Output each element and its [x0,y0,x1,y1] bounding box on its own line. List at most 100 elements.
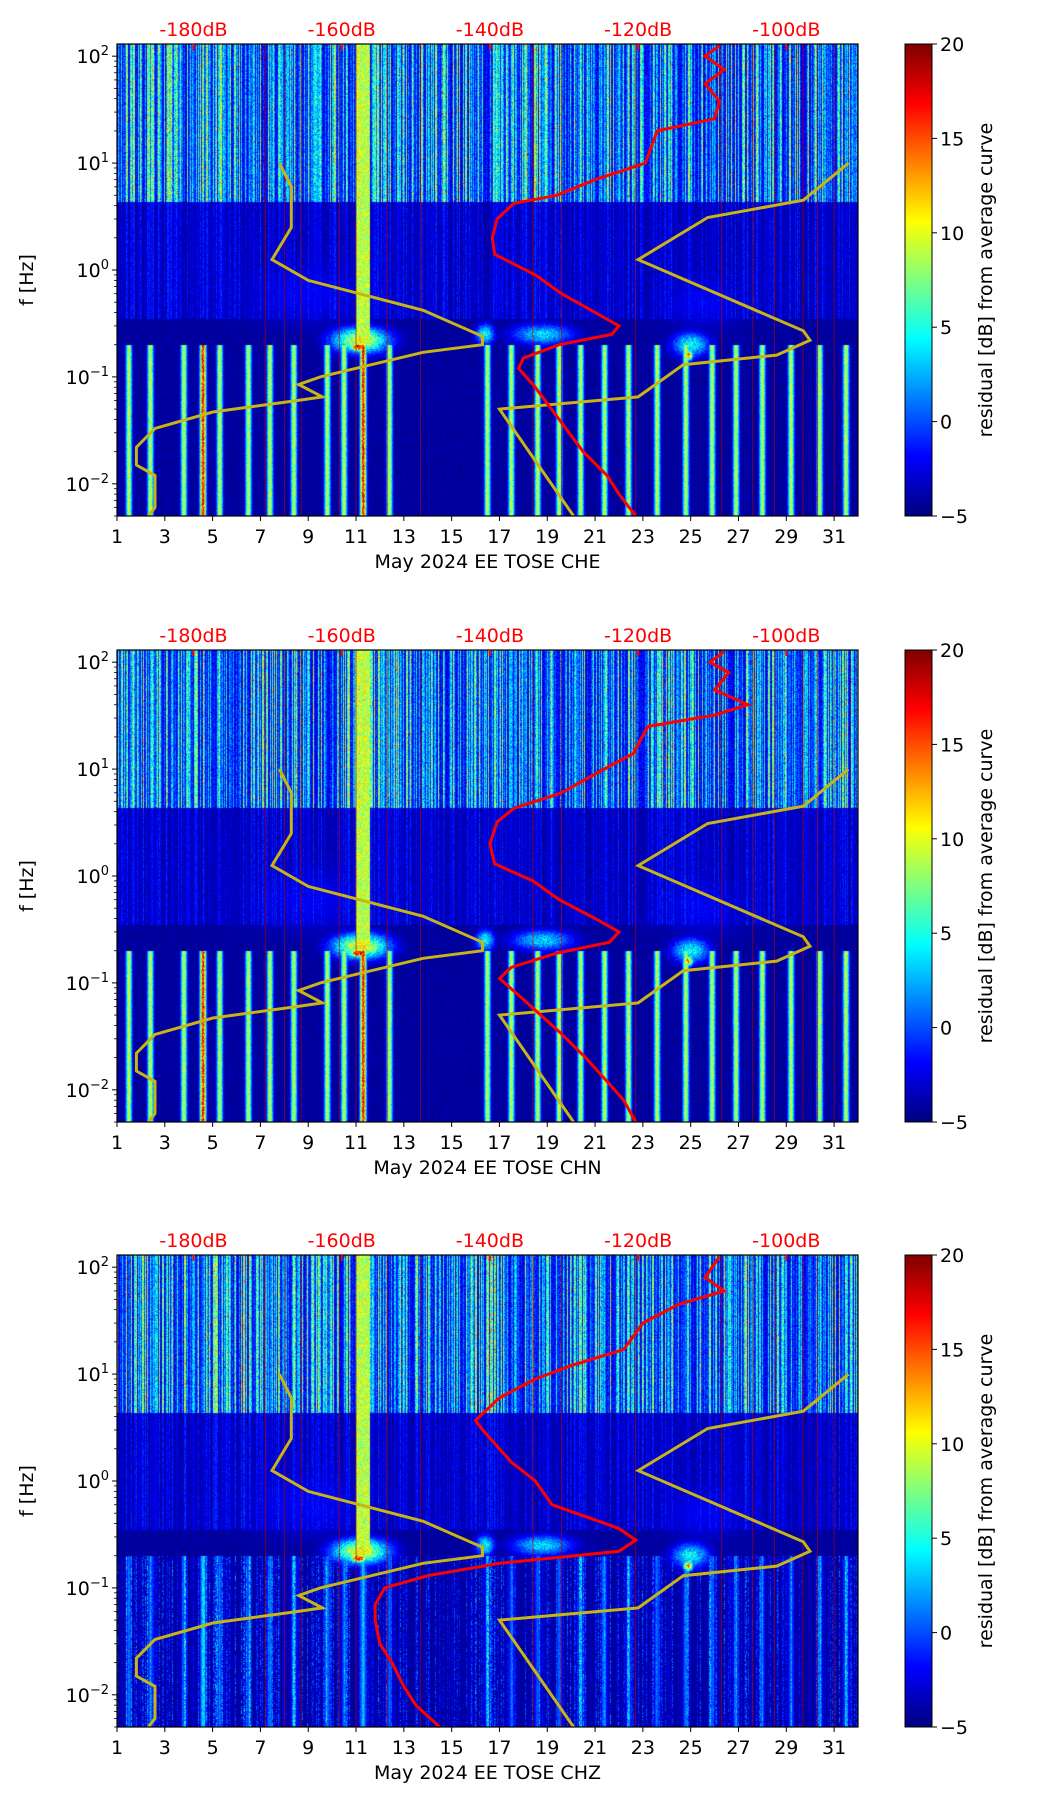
top-db-label: -160dB [308,1230,376,1252]
top-db-label: -180dB [159,19,227,41]
x-tick-label: 15 [440,526,464,548]
y-tick-label: 100 [77,258,109,282]
x-tick-label: 23 [631,1132,655,1154]
top-db-label: -100dB [752,1230,820,1252]
colorbar-chz [905,1255,932,1727]
x-tick-label: 3 [159,1132,171,1154]
x-tick-label: 29 [774,1737,798,1759]
top-db-label: -140dB [456,1230,524,1252]
x-tick-label: 9 [302,1132,314,1154]
psd-curve [373,1255,728,1729]
colorbar-tick-label: 20 [940,34,964,56]
colorbar-tick-label: 0 [940,412,952,434]
low-noise-model-curve [134,768,484,1123]
x-tick-label: 13 [392,526,416,548]
colorbar-tick-label: 20 [940,1245,964,1267]
colorbar-tick-label: −5 [940,506,968,528]
plot-frame [116,649,859,1123]
y-tick-label: 10−1 [66,365,109,389]
colorbar-che [905,44,932,516]
top-db-label: -120dB [604,19,672,41]
low-noise-model-curve [134,162,484,517]
top-db-label: -120dB [604,625,672,647]
colorbar-tick-label: 10 [940,1434,964,1456]
x-tick-label: 17 [487,526,511,548]
y-tick-label: 10−1 [66,1576,109,1600]
x-tick-label: 11 [344,526,368,548]
x-tick-label: 9 [302,526,314,548]
x-tick-label: 23 [631,526,655,548]
x-tick-label: 5 [207,1132,219,1154]
y-tick-label: 10−2 [66,1683,109,1707]
x-tick-label: 3 [159,526,171,548]
x-tick-label: 13 [392,1132,416,1154]
x-tick-label: 31 [822,1737,846,1759]
high-noise-model-curve [496,161,850,517]
y-tick-label: 102 [77,650,109,674]
top-db-label: -100dB [752,625,820,647]
colorbar-chn [905,650,932,1122]
x-tick-label: 27 [726,526,750,548]
y-axis-label: f [Hz] [16,254,38,306]
x-tick-label: 19 [535,1132,559,1154]
colorbar-label: residual [dB] from average curve [975,123,997,438]
x-tick-label: 27 [726,1132,750,1154]
high-noise-model-curve [496,767,850,1123]
x-tick-label: 21 [583,1132,607,1154]
x-tick-label: 29 [774,526,798,548]
colorbar-tick-label: 5 [940,923,952,945]
plot-frame [116,1254,859,1728]
x-tick-label: 19 [535,526,559,548]
y-tick-label: 100 [77,1469,109,1493]
colorbar-tick-label: 10 [940,223,964,245]
colorbar-label: residual [dB] from average curve [975,1334,997,1649]
colorbar-tick-label: 15 [940,128,964,150]
x-tick-label: 23 [631,1737,655,1759]
colorbar-tick-label: 15 [940,1339,964,1361]
high-noise-model-curve [496,1372,850,1728]
x-tick-label: 25 [679,1737,703,1759]
psd-curve [488,650,753,1123]
x-tick-label: 1 [111,1132,123,1154]
spectrogram-chz [117,1255,858,1727]
y-tick-label: 10−2 [66,1078,109,1102]
y-axis-label: f [Hz] [16,860,38,912]
colorbar-frame [904,1254,933,1728]
low-noise-model-curve [134,1373,484,1728]
top-db-label: -160dB [308,625,376,647]
x-tick-label: 25 [679,526,703,548]
colorbar-tick-label: −5 [940,1112,968,1134]
colorbar-tick-label: 20 [940,640,964,662]
x-tick-label: 9 [302,1737,314,1759]
x-tick-label: 15 [440,1132,464,1154]
top-db-label: -100dB [752,19,820,41]
y-tick-label: 101 [77,757,109,781]
colorbar-tick-label: 15 [940,734,964,756]
y-tick-label: 102 [77,1255,109,1279]
x-tick-label: 15 [440,1737,464,1759]
plot-frame [116,43,859,517]
x-tick-label: 17 [487,1737,511,1759]
y-tick-label: 10−1 [66,971,109,995]
colorbar-frame [904,43,933,517]
x-axis-label: May 2024 EE TOSE CHN [373,1157,601,1179]
x-tick-label: 5 [207,526,219,548]
x-tick-label: 25 [679,1132,703,1154]
x-tick-label: 1 [111,1737,123,1759]
x-tick-label: 11 [344,1132,368,1154]
colorbar-label: residual [dB] from average curve [975,729,997,1044]
x-tick-label: 31 [822,526,846,548]
x-tick-label: 7 [254,526,266,548]
x-tick-label: 17 [487,1132,511,1154]
x-axis-label: May 2024 EE TOSE CHE [375,551,601,573]
x-tick-label: 21 [583,526,607,548]
spectrogram-chn [117,650,858,1122]
y-tick-label: 100 [77,864,109,888]
colorbar-tick-label: 0 [940,1623,952,1645]
top-db-label: -180dB [159,625,227,647]
y-tick-label: 10−2 [66,472,109,496]
x-tick-label: 1 [111,526,123,548]
psd-curve [490,44,727,517]
top-db-label: -180dB [159,1230,227,1252]
